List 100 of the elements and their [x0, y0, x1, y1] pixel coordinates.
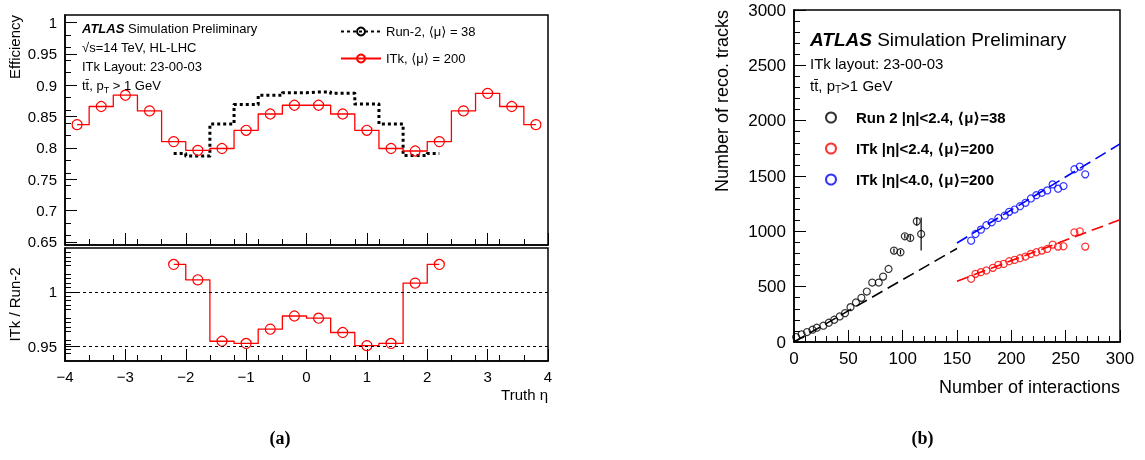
y-tick-label: 0.9	[36, 76, 57, 94]
point	[1059, 181, 1068, 191]
point	[982, 266, 991, 275]
x-tick-label: 0	[302, 368, 311, 385]
point	[192, 274, 204, 286]
point	[1075, 162, 1084, 171]
point	[1070, 228, 1079, 237]
y-tick-label: 2000	[748, 111, 786, 131]
point	[385, 337, 397, 350]
point	[1026, 249, 1035, 259]
point	[312, 312, 325, 324]
x-tick-label: 4	[543, 368, 553, 385]
point	[433, 258, 445, 271]
y-tick-label: 0.8	[36, 139, 57, 157]
x-tick-label: 50	[838, 349, 858, 368]
annotation: ITk layout: 23-00-03	[810, 55, 944, 72]
point	[1059, 242, 1068, 251]
point	[457, 105, 470, 117]
point	[1032, 248, 1041, 257]
point	[802, 327, 812, 337]
x-tick-label: 1	[362, 368, 372, 385]
point	[862, 287, 871, 296]
point	[361, 124, 373, 136]
x-tick-label: −2	[177, 368, 195, 385]
y-tick-label: 1	[48, 283, 57, 301]
point	[1070, 165, 1079, 174]
point	[1048, 180, 1057, 189]
point	[889, 246, 899, 255]
y-tick-label: 1000	[748, 221, 786, 241]
y-tick-label: 2500	[748, 55, 786, 75]
point	[385, 142, 397, 155]
point	[884, 264, 893, 274]
point	[337, 326, 349, 339]
point	[999, 259, 1008, 268]
x-tick-label: 3	[483, 368, 492, 385]
annotation: ATLAS Simulation Preliminary	[809, 29, 1067, 50]
point	[851, 298, 861, 307]
point	[917, 229, 926, 239]
point	[879, 272, 888, 281]
point	[1037, 246, 1046, 255]
point	[288, 310, 301, 322]
x-tick-label: 0	[789, 349, 799, 368]
y-tick-label: 0.95	[27, 45, 57, 63]
point	[482, 87, 494, 99]
point	[240, 124, 252, 136]
point	[912, 217, 921, 226]
point	[1081, 170, 1090, 179]
y-tick-label: 0.7	[36, 202, 57, 220]
legend-label: Run 2 |η|<2.4, ⟨μ⟩=38	[856, 109, 1006, 126]
point	[1053, 242, 1063, 251]
x-tick-label: 100	[888, 349, 917, 368]
x-tick-label: 250	[1051, 349, 1080, 368]
x-tick-label: −1	[237, 368, 255, 385]
point	[119, 89, 131, 101]
point	[988, 263, 997, 272]
point	[240, 337, 252, 350]
point	[312, 99, 325, 111]
x-tick-label: −4	[56, 368, 74, 385]
point	[530, 119, 542, 131]
point	[288, 99, 301, 111]
y-tick-label: 0.85	[27, 108, 57, 126]
point	[967, 236, 976, 245]
point	[506, 100, 518, 113]
y-tick-label: 1	[48, 14, 57, 32]
y-tick-label: 0.95	[27, 338, 57, 356]
point	[1015, 202, 1025, 211]
annotation: ATLAS Simulation Preliminary	[81, 21, 258, 36]
point	[1081, 242, 1090, 251]
legend-label: ITk |η|<2.4, ⟨μ⟩=200	[856, 140, 995, 157]
point	[192, 144, 204, 156]
point	[337, 108, 349, 120]
point	[994, 213, 1003, 223]
point	[874, 278, 883, 287]
point	[143, 105, 156, 117]
point	[797, 330, 806, 339]
y-axis-title: Number of reco. tracks	[712, 10, 732, 193]
x-axis-title: Number of interactions	[938, 377, 1120, 397]
y-tick-label: 0.75	[27, 170, 57, 188]
y-tick-label: 1500	[748, 166, 786, 186]
point	[1037, 188, 1046, 197]
point	[830, 315, 839, 324]
point	[409, 145, 421, 157]
point	[808, 325, 817, 334]
point	[71, 119, 83, 131]
point	[994, 260, 1003, 269]
point	[216, 142, 228, 155]
point	[982, 221, 991, 230]
point	[824, 318, 833, 327]
point	[857, 293, 866, 302]
point	[409, 277, 421, 289]
legend-label: ITk |η|<4.0, ⟨μ⟩=200	[856, 171, 995, 188]
legend-label: ITk, ⟨μ⟩ = 200	[386, 51, 466, 66]
point	[168, 136, 180, 148]
annotation: √s=14 TeV, HL-LHC	[82, 40, 197, 55]
point	[1015, 254, 1025, 263]
point	[264, 108, 276, 120]
x-tick-label: 300	[1105, 349, 1135, 368]
point	[361, 340, 373, 352]
point	[1048, 240, 1057, 249]
annotation: ITk Layout: 23-00-03	[82, 59, 202, 74]
